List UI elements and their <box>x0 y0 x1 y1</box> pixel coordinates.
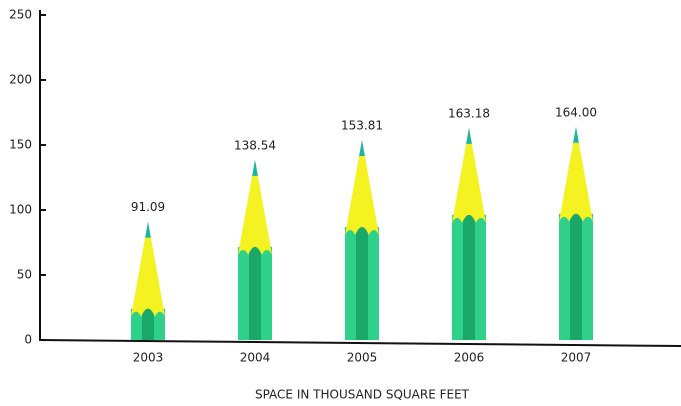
y-tick-label: 200 <box>9 73 32 87</box>
x-tick-label: 2004 <box>240 351 271 365</box>
pencil-body-stripe <box>570 207 582 340</box>
pencil-body-stripe <box>142 302 154 340</box>
pencil-body-stripe <box>356 221 368 340</box>
value-label: 164.00 <box>555 105 597 119</box>
pencil-tip <box>359 140 365 157</box>
pencil-cone <box>131 221 165 317</box>
y-tick-label: 150 <box>9 138 32 152</box>
y-tick-label: 100 <box>9 203 32 217</box>
pencil-tip <box>252 159 258 176</box>
pencil-bar <box>345 140 379 340</box>
pencil-cone <box>452 127 486 223</box>
value-label: 163.18 <box>448 106 490 120</box>
pencil-cone <box>559 126 593 222</box>
pencil-bar <box>131 221 165 340</box>
pencil-cone <box>345 140 379 236</box>
x-tick-label: 2006 <box>454 351 485 365</box>
x-axis <box>39 339 681 347</box>
pencil-body-stripe <box>463 208 475 340</box>
pencil-cone <box>238 159 272 255</box>
y-tick-label: 0 <box>24 333 32 347</box>
x-tick-label: 2003 <box>133 351 164 365</box>
pencil-bar <box>238 159 272 340</box>
pencil-tip <box>145 221 151 238</box>
y-tick-label: 250 <box>9 8 32 22</box>
pencil-body-stripe <box>249 240 261 340</box>
x-axis-label: SPACE IN THOUSAND SQUARE FEET <box>255 388 470 402</box>
value-label: 91.09 <box>131 200 165 214</box>
pencil-bar <box>452 127 486 340</box>
pencil-tip <box>573 126 579 143</box>
y-tick-label: 50 <box>17 268 32 282</box>
pencil-tip <box>466 127 472 144</box>
value-label: 153.81 <box>341 119 383 133</box>
x-tick-label: 2005 <box>347 351 378 365</box>
x-tick-label: 2007 <box>561 351 592 365</box>
value-label: 138.54 <box>234 138 276 152</box>
pencil-bar <box>559 126 593 340</box>
